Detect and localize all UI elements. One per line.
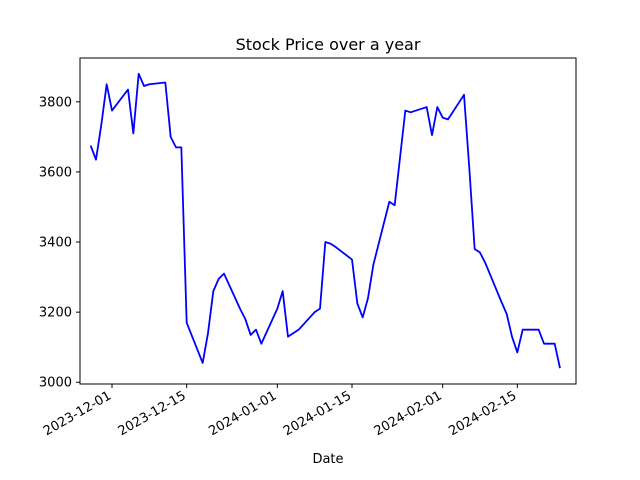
y-tick-label: 3800 [39,95,72,110]
axes-frame [79,57,577,385]
y-tick-label: 3600 [39,165,72,180]
chart-title: Stock Price over a year [236,35,421,54]
price-series-line-0 [89,72,561,369]
x-axis-label: Date [312,452,343,467]
y-tick-label: 3000 [39,376,72,391]
y-tick-label: 3200 [39,306,72,321]
plot-area [89,72,561,369]
y-axis: 3000 3200 3400 3600 3800 [39,95,80,391]
y-tick-label: 3400 [39,236,72,251]
